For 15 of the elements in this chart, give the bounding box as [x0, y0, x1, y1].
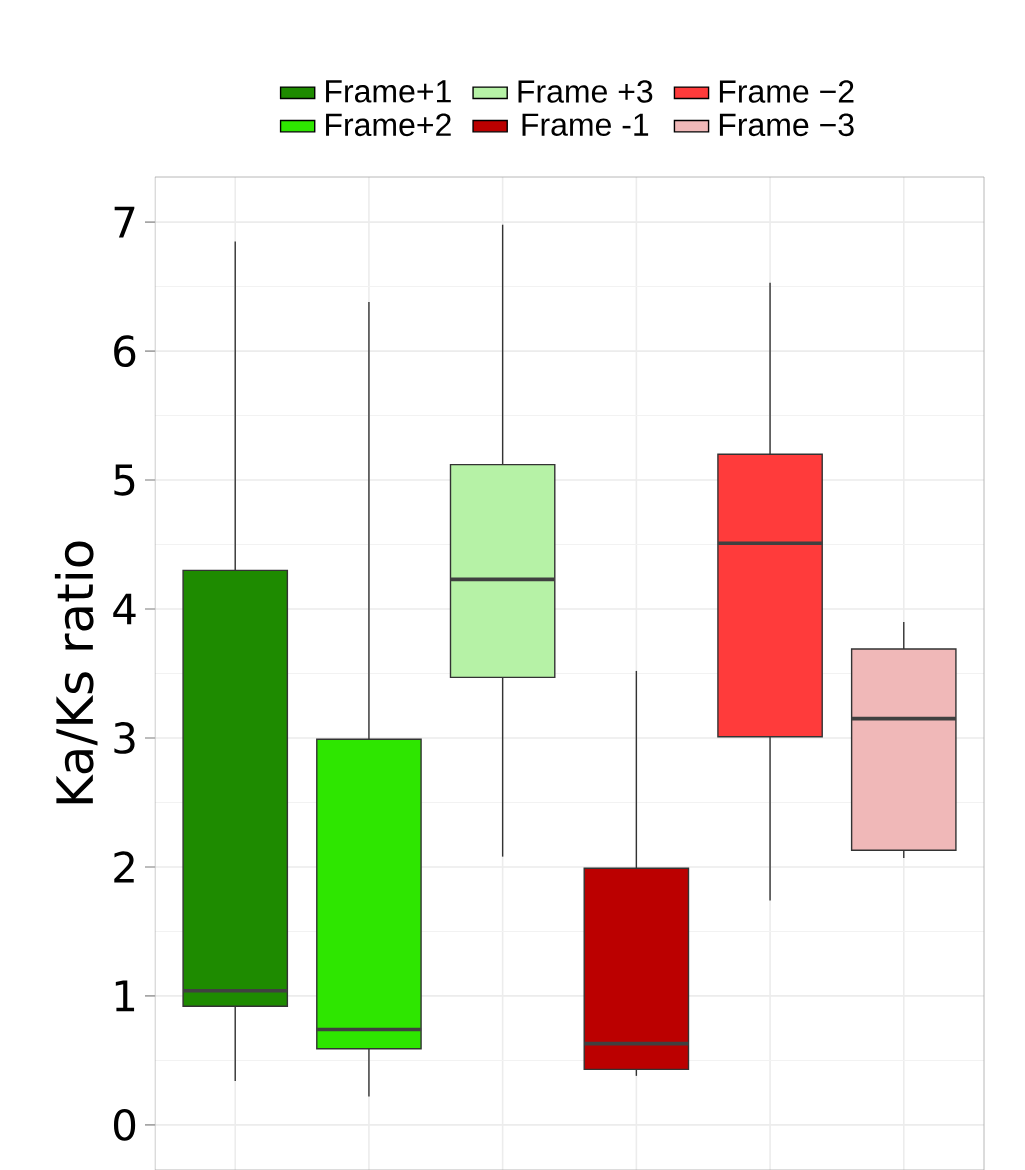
- y-tick-label: 4: [113, 593, 136, 625]
- y-tick-label: 1: [115, 980, 135, 1012]
- legend-label: Frame+1: [326, 80, 451, 103]
- legend-label: Frame+2: [326, 113, 451, 137]
- y-axis-title: Ka/Ks ratio: [54, 541, 98, 804]
- y-tick-label: 3: [114, 722, 135, 754]
- y-tick-label: 5: [114, 464, 135, 496]
- legend-label: Frame -1: [522, 113, 649, 136]
- legend-label: Frame −3: [719, 113, 854, 137]
- y-tick-label: 7: [114, 206, 135, 238]
- y-tick-label: 6: [114, 335, 136, 367]
- legend-label: Frame +3: [518, 80, 653, 103]
- legend-label: Frame −2: [719, 80, 854, 103]
- y-tick-label: 0: [113, 1108, 136, 1141]
- y-tick-label: 2: [114, 851, 134, 883]
